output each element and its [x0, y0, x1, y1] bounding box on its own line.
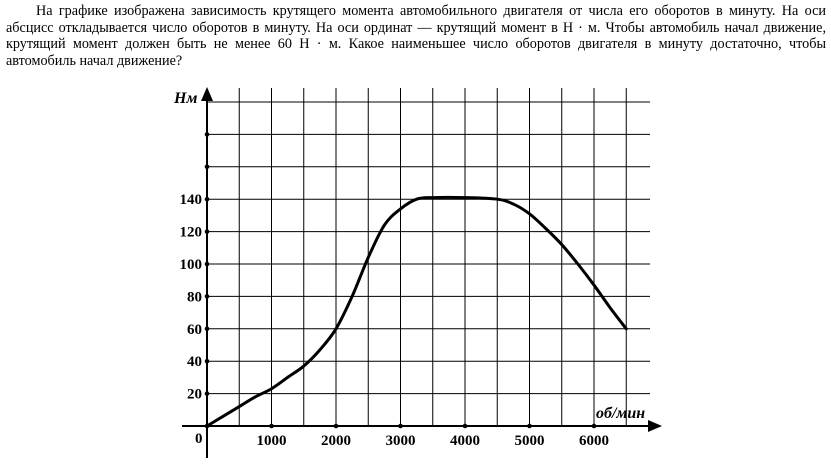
y-tick-mark [204, 294, 210, 299]
x-tick-label: 1000 [257, 433, 287, 449]
x-tick-mark [269, 423, 274, 429]
x-tick-mark [591, 423, 597, 429]
y-tick-mark [204, 326, 210, 332]
y-tick-label: 40 [187, 354, 202, 370]
torque-curve [205, 195, 628, 428]
y-tick-label: 120 [180, 225, 203, 241]
chart-series [205, 195, 628, 428]
origin-label: 0 [195, 431, 203, 447]
x-tick-mark [527, 423, 532, 429]
x-tick-mark [398, 423, 403, 429]
y-axis-label: Нм [173, 90, 197, 107]
chart-grid [207, 88, 650, 426]
x-axis-label: об/мин [596, 405, 645, 422]
y-tick-label: 80 [187, 289, 202, 305]
x-tick-mark [333, 423, 339, 429]
chart-tick-labels: 1000 2000 3000 4000 5000 6000 20 40 60 80 100 120 14… [180, 192, 610, 449]
y-tick-mark [204, 164, 210, 170]
chart-ticks [204, 132, 597, 429]
x-tick-label: 2000 [321, 433, 351, 449]
y-tick-mark [204, 358, 210, 364]
x-axis-arrow [648, 420, 662, 432]
chart-axes [182, 87, 662, 458]
y-tick-mark [204, 196, 210, 202]
y-tick-label: 60 [187, 322, 202, 338]
y-tick-mark [204, 229, 210, 234]
y-tick-label: 20 [187, 387, 202, 403]
y-tick-label: 140 [180, 192, 203, 208]
y-tick-label: 100 [180, 257, 203, 273]
y-tick-mark [204, 132, 210, 137]
x-tick-label: 4000 [450, 433, 480, 449]
y-axis-arrow [201, 87, 213, 101]
y-tick-mark [204, 261, 210, 267]
x-tick-label: 6000 [579, 433, 609, 449]
problem-text: На графике изображена зависимость крутящ… [6, 3, 826, 69]
x-tick-label: 5000 [515, 433, 545, 449]
y-tick-mark [204, 391, 210, 396]
x-tick-mark [462, 423, 468, 429]
x-tick-label: 3000 [386, 433, 416, 449]
